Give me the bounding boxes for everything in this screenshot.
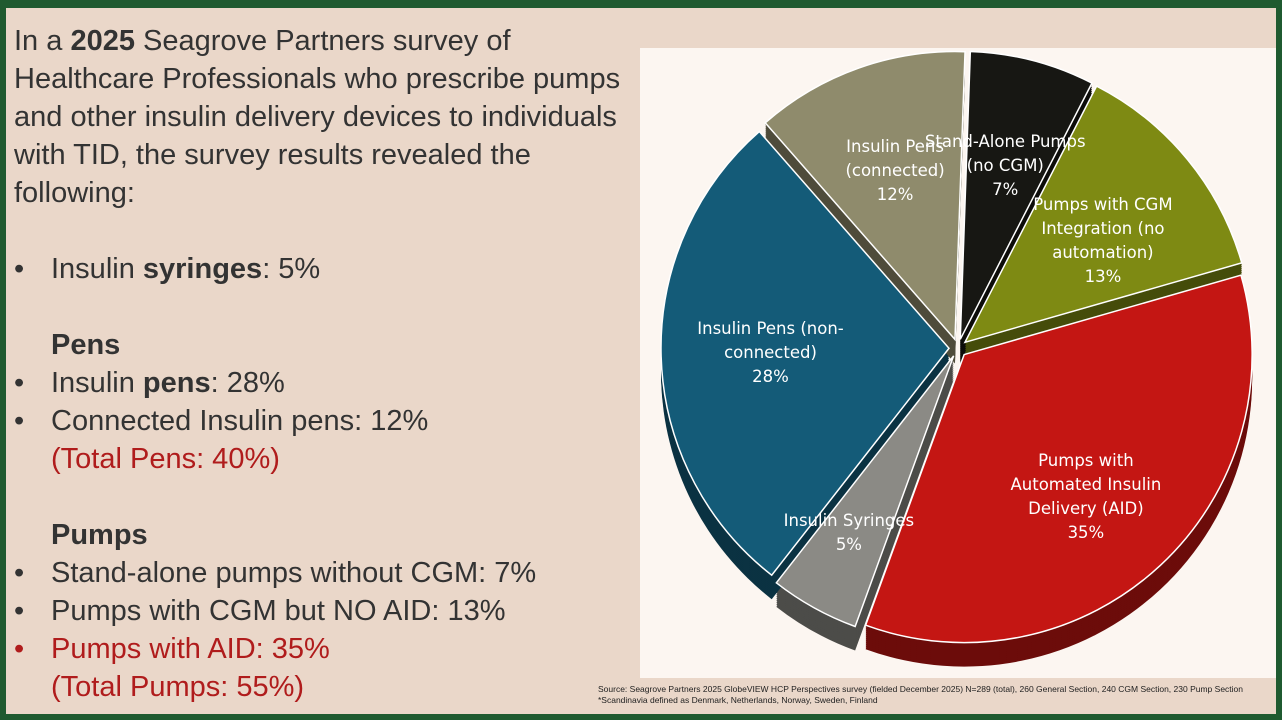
category-label: Stand-Alone Pumps (no CGM) [924,132,1086,176]
slice-label: Insulin Pens (connected) 12% [810,135,980,207]
item-text: Insulin [51,253,143,285]
bullet-item: Insulin syringes: 5% [14,250,634,288]
bullet-item: Connected Insulin pens: 12% [14,402,634,440]
bullet-item: Stand-alone pumps without CGM: 7% [14,554,634,592]
item-bold: pens [142,367,211,399]
item-text: (Total Pumps: 55%) [51,671,305,703]
slice [775,355,955,628]
intro-bold: 2025 [70,25,135,57]
category-label: Insulin Pens (non-connected) [697,319,844,363]
slice-label: Stand-Alone Pumps (no CGM) 7% [920,130,1090,202]
value-label: 5% [835,534,862,554]
category-label: Insulin Pens (connected) [845,137,945,181]
item-text: Pumps with CGM but NO AID: 13% [51,595,506,627]
item-bold: syringes [142,253,263,285]
text-panel: In a 2025 Seagrove Partners survey of He… [14,22,634,706]
slice [764,50,966,342]
slice-label: Insulin Pens (non-connected) 28% [686,317,856,389]
slice [963,85,1243,344]
item-text: Insulin [51,367,143,399]
item-text: Stand-alone pumps without CGM: 7% [51,557,537,589]
item-text: : 28% [210,367,285,399]
source: Source: Seagrove Partners 2025 GlobeVIEW… [598,684,1243,705]
item-text: Connected Insulin pens: 12% [51,405,429,437]
category-label: Pumps with CGM Integration (no automatio… [1033,194,1173,262]
value-label: 13% [1084,266,1122,286]
chart-panel: Stand-Alone Pumps (no CGM) 7% Pumps with C… [640,48,1276,678]
intro-text: Seagrove Partners survey of Healthcare P… [14,25,621,209]
item-text: : 5% [262,253,321,285]
slice [864,274,1253,644]
item-text: (Total Pens: 40%) [51,443,280,475]
bullet-item: Pumps with CGM but NO AID: 13% [14,592,634,630]
heading: Pens [51,329,121,361]
chart [660,50,1253,667]
item-text: Pumps with AID: 35% [51,633,330,665]
intro-text: In a [14,25,71,57]
slice-label: Insulin Syringes 5% [764,509,934,557]
bullet-item: Pumps with AID: 35% [14,630,634,668]
slice-label: Pumps with CGM Integration (no automatio… [1018,193,1188,289]
value-label: 7% [992,180,1019,200]
category-label: Pumps with Automated Insulin Delivery (A… [1010,451,1162,519]
slice [660,130,950,577]
bullet-item: Insulin pens: 28% [14,364,634,402]
item-list: Insulin syringes: 5%PensInsulin pens: 28… [14,250,634,706]
category-label: Insulin Syringes [783,510,915,530]
bullet-item: (Total Pumps: 55%) [14,668,634,706]
slide: In a 2025 Seagrove Partners survey of He… [6,8,1276,714]
heading: Pumps [51,519,148,551]
bullet-item: (Total Pens: 40%) [14,440,634,478]
intro: In a 2025 Seagrove Partners survey of He… [14,22,634,212]
value-label: 28% [752,367,789,387]
value-label: 12% [876,185,914,205]
value-label: 35% [1067,523,1105,543]
slice [959,50,1093,340]
slice-label: Pumps with Automated Insulin Delivery (A… [1001,449,1171,545]
